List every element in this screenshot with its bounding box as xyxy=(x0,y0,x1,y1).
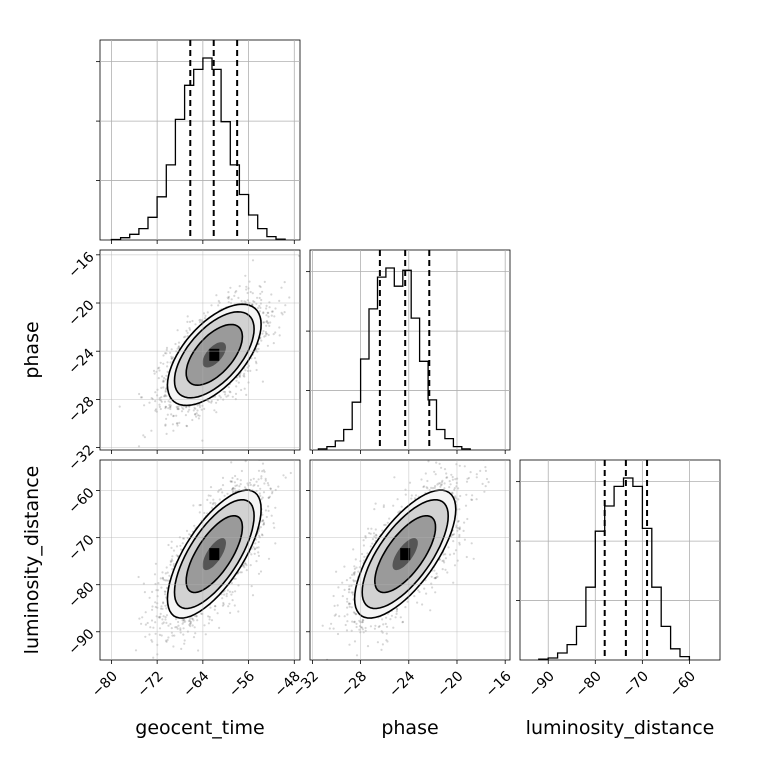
contour-line xyxy=(373,515,437,594)
x-axis-label: luminosity_distance xyxy=(526,717,715,739)
x-tick-label: −60 xyxy=(667,668,699,700)
contour-line xyxy=(166,303,262,407)
y-tick-label: −24 xyxy=(65,345,97,377)
x-tick-label: −20 xyxy=(434,668,466,700)
y-axis-label: phase xyxy=(21,321,43,378)
x-axis-label: phase xyxy=(381,717,438,739)
contour-line xyxy=(353,489,457,619)
x-tick-label: −24 xyxy=(386,668,418,700)
y-axis-label: luminosity_distance xyxy=(21,466,43,655)
y-tick-label: −80 xyxy=(65,579,97,611)
histogram-outline xyxy=(317,267,471,450)
x-tick-label: −28 xyxy=(338,668,370,700)
contour-line xyxy=(166,489,262,619)
contour-line xyxy=(185,323,244,387)
contour-line xyxy=(361,499,450,610)
density-phase-luminosity_distance xyxy=(306,460,510,664)
y-tick-label: −32 xyxy=(65,442,97,474)
density-peak xyxy=(209,548,220,561)
x-tick-label: −80 xyxy=(89,668,121,700)
x-tick-label: −16 xyxy=(483,668,515,700)
y-tick-label: −16 xyxy=(65,249,97,281)
x-tick-label: −70 xyxy=(620,668,652,700)
density-geocent_time-phase xyxy=(96,250,300,454)
density-geocent_time-luminosity_distance xyxy=(96,460,300,664)
panel-frame xyxy=(309,249,511,451)
x-axis-label: geocent_time xyxy=(135,717,264,739)
y-tick-label: −60 xyxy=(65,485,97,517)
density-peak xyxy=(400,548,411,561)
x-tick-label: −64 xyxy=(180,668,212,700)
x-tick-label: −90 xyxy=(526,668,558,700)
histogram-outline xyxy=(538,477,691,660)
x-tick-label: −56 xyxy=(226,668,258,700)
contour-line xyxy=(173,499,255,610)
x-tick-label: −72 xyxy=(135,668,167,700)
panel-frame xyxy=(519,459,721,661)
histogram-geocent_time xyxy=(96,40,300,244)
y-tick-label: −90 xyxy=(65,626,97,658)
histogram-phase xyxy=(306,250,510,454)
y-tick-label: −20 xyxy=(65,297,97,329)
density-peak xyxy=(209,348,220,361)
y-tick-label: −28 xyxy=(65,394,97,426)
contour-line xyxy=(173,310,255,399)
y-tick-label: −70 xyxy=(65,532,97,564)
panel-frame xyxy=(99,39,301,241)
contour-line xyxy=(185,515,244,594)
histogram-outline xyxy=(110,57,286,241)
histogram-luminosity_distance xyxy=(516,460,720,664)
x-tick-label: −80 xyxy=(573,668,605,700)
